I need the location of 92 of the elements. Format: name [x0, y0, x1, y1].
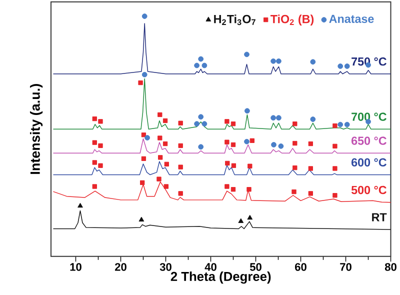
point — [292, 141, 298, 146]
point — [225, 161, 230, 166]
x-tick-label: 60 — [295, 263, 306, 272]
series-label: 500 °C — [351, 186, 387, 194]
point — [158, 136, 162, 141]
point — [224, 119, 230, 124]
point — [92, 184, 97, 190]
point — [144, 135, 150, 141]
point — [92, 160, 97, 166]
point — [98, 144, 103, 148]
x-tick-label: 50 — [250, 263, 262, 272]
point — [332, 193, 338, 198]
point — [344, 122, 350, 128]
point — [292, 190, 296, 194]
point — [78, 203, 83, 208]
series-label: RT — [372, 213, 387, 222]
series-label: 650 °C — [352, 136, 387, 146]
point — [244, 139, 250, 145]
point — [230, 122, 236, 126]
point — [278, 144, 284, 150]
point — [308, 142, 313, 146]
point — [238, 218, 244, 224]
x-tick-label: 20 — [114, 263, 126, 272]
point — [231, 164, 236, 168]
point — [92, 116, 97, 122]
point — [310, 59, 316, 65]
point — [158, 112, 162, 118]
point — [308, 166, 313, 172]
legend-label: Anatase — [329, 15, 374, 24]
point — [246, 187, 252, 192]
point — [332, 124, 338, 128]
point — [92, 140, 97, 146]
legend-label: TiO$_{2}$ (B) — [270, 14, 314, 26]
point — [158, 155, 163, 160]
point — [140, 180, 145, 186]
point — [308, 191, 313, 196]
x-axis-title: 2 Theta (Degree) — [170, 272, 271, 284]
point — [230, 142, 236, 148]
point — [270, 115, 276, 121]
point — [344, 64, 350, 70]
point — [332, 144, 338, 149]
point — [338, 122, 344, 128]
point — [194, 63, 200, 68]
point — [198, 144, 204, 150]
point — [230, 187, 236, 192]
point — [156, 176, 162, 182]
point — [338, 64, 344, 70]
point — [244, 108, 250, 114]
point — [244, 52, 250, 58]
x-tick-label: 30 — [160, 263, 172, 272]
point — [178, 144, 183, 148]
point — [248, 164, 252, 169]
point — [310, 116, 316, 122]
point — [202, 121, 208, 127]
point — [98, 164, 103, 168]
point — [276, 58, 282, 64]
point — [98, 119, 103, 124]
point — [292, 166, 298, 170]
point — [198, 56, 204, 62]
point — [198, 114, 204, 120]
point — [202, 63, 208, 68]
point — [292, 122, 298, 126]
y-axis-title: Intensity (a.u.) — [30, 84, 43, 174]
point — [164, 162, 169, 167]
point — [194, 121, 200, 127]
point — [178, 191, 183, 196]
x-tick-label: 80 — [384, 263, 396, 272]
point — [224, 140, 230, 145]
point — [250, 138, 254, 144]
point — [247, 215, 253, 220]
point — [224, 184, 230, 190]
point — [276, 115, 282, 121]
point — [141, 132, 146, 138]
x-tick-label: 40 — [204, 263, 216, 272]
point — [178, 164, 183, 170]
x-tick-label: 70 — [340, 263, 352, 272]
point — [138, 217, 144, 222]
point — [162, 142, 168, 146]
point — [141, 156, 146, 162]
point — [332, 166, 338, 172]
point — [142, 72, 148, 78]
point — [178, 121, 183, 126]
series-label: 700 °C — [352, 112, 387, 122]
legend-label: H$_{2}$Ti$_{3}$O$_{7}$ — [214, 14, 256, 26]
point — [162, 118, 168, 124]
x-tick-label: 10 — [70, 263, 82, 272]
point — [142, 14, 148, 20]
point — [164, 184, 169, 190]
point — [138, 80, 143, 86]
point — [271, 142, 276, 148]
point — [270, 58, 276, 64]
series-label: 600 °C — [352, 158, 387, 167]
